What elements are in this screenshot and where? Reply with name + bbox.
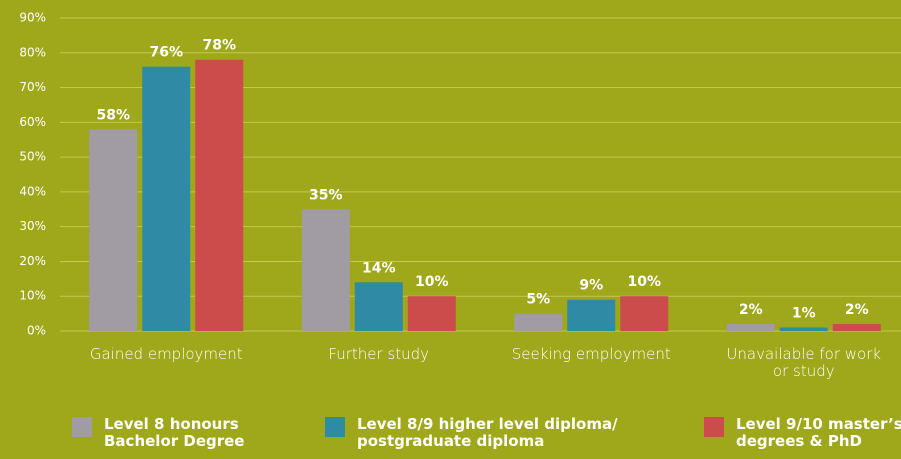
y-tick-label: 40% xyxy=(19,184,46,198)
data-label: 35% xyxy=(309,187,343,203)
y-tick-label: 90% xyxy=(19,11,46,25)
bar xyxy=(567,299,616,331)
y-tick-label: 70% xyxy=(19,80,46,94)
x-tick-label: Further study xyxy=(328,345,430,363)
legend-label: Level 8/9 higher level diploma/ postgrad… xyxy=(357,415,618,450)
legend-item: Level 9/10 master’s degrees & PhD xyxy=(704,416,901,450)
bar xyxy=(301,209,350,331)
x-tick-label: Seeking employment xyxy=(511,345,671,363)
legend-swatch xyxy=(72,417,92,437)
bar xyxy=(354,282,403,331)
x-tick-label: Unavailable for work or study xyxy=(726,345,882,380)
data-label: 10% xyxy=(627,274,661,290)
legend-swatch xyxy=(704,417,724,437)
data-label: 10% xyxy=(415,274,449,290)
y-tick-label: 30% xyxy=(19,219,46,233)
legend-swatch xyxy=(325,417,345,437)
bar xyxy=(407,296,456,331)
y-tick-label: 50% xyxy=(19,150,46,164)
y-tick-label: 10% xyxy=(19,289,46,303)
y-tick-label: 0% xyxy=(27,324,46,338)
data-label: 78% xyxy=(202,38,236,54)
y-tick-label: 60% xyxy=(19,115,46,129)
bar xyxy=(620,296,669,331)
bar xyxy=(514,313,563,331)
x-tick-label: Gained employment xyxy=(89,345,243,363)
data-label: 9% xyxy=(579,278,603,294)
data-label: 14% xyxy=(362,260,396,276)
data-label: 76% xyxy=(149,45,183,61)
data-label: 2% xyxy=(739,302,763,318)
legend-item: Level 8/9 higher level diploma/ postgrad… xyxy=(325,416,645,450)
data-label: 58% xyxy=(96,107,130,123)
legend-label: Level 9/10 master’s degrees & PhD xyxy=(736,415,901,450)
bar xyxy=(195,59,244,331)
bar xyxy=(726,324,775,331)
y-tick-label: 20% xyxy=(19,254,46,268)
bar xyxy=(89,129,138,331)
y-tick-label: 80% xyxy=(19,45,46,59)
legend-label: Level 8 honours Bachelor Degree xyxy=(104,415,245,450)
data-label: 5% xyxy=(526,292,550,308)
legend-item: Level 8 honours Bachelor Degree xyxy=(72,416,302,450)
data-label: 1% xyxy=(792,306,816,322)
bar xyxy=(832,324,881,331)
data-label: 2% xyxy=(845,302,869,318)
bar xyxy=(142,66,191,331)
bar xyxy=(779,327,828,331)
